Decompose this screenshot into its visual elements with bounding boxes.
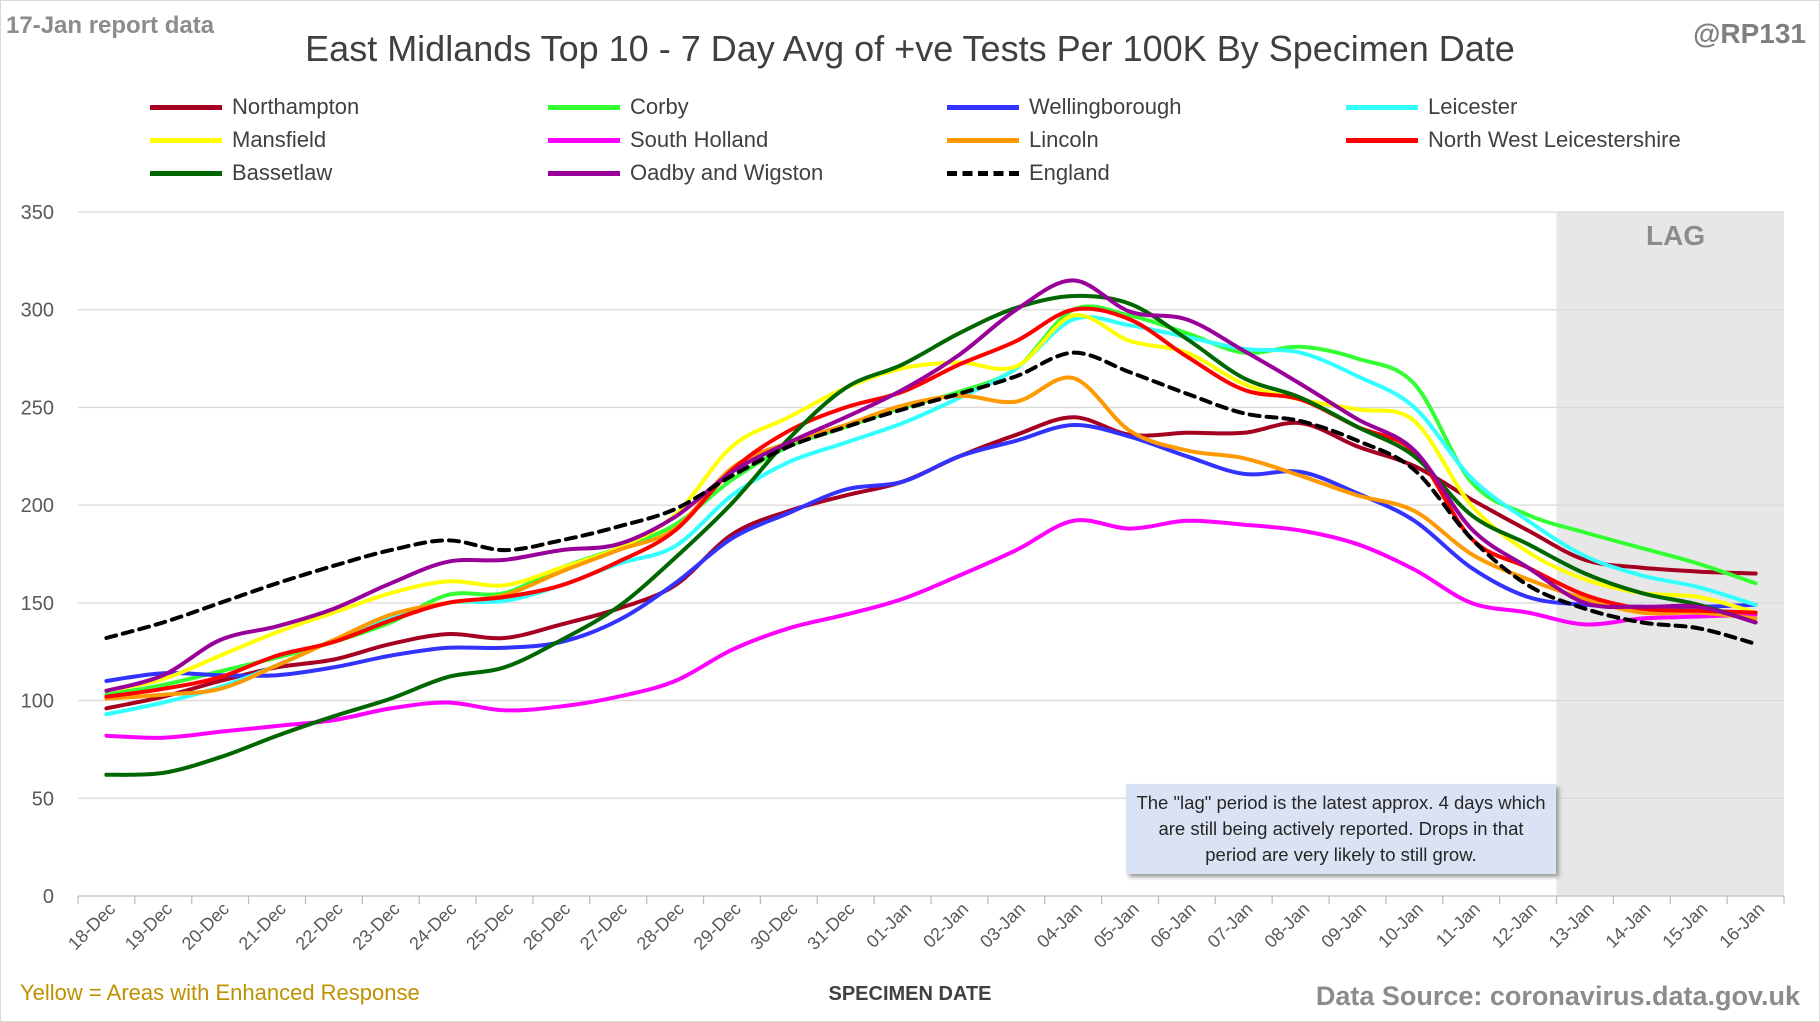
series-line-bassetlaw bbox=[104, 293, 1758, 777]
x-tick-label: 09-Jan bbox=[1317, 899, 1370, 952]
legend-swatch bbox=[1346, 137, 1418, 143]
x-tick-label: 20-Dec bbox=[178, 899, 233, 954]
legend-label: Corby bbox=[630, 94, 689, 119]
x-tick-label: 25-Dec bbox=[462, 899, 517, 954]
y-tick-label: 350 bbox=[21, 202, 54, 224]
x-tick-label: 28-Dec bbox=[633, 899, 688, 954]
chart-title: East Midlands Top 10 - 7 Day Avg of +ve … bbox=[305, 28, 1515, 69]
x-tick-label: 23-Dec bbox=[348, 899, 403, 954]
enhanced-response-note: Yellow = Areas with Enhanced Response bbox=[20, 980, 420, 1005]
author-handle: @RP131 bbox=[1693, 18, 1806, 49]
lag-note: The "lag" period is the latest approx. 4… bbox=[1126, 784, 1556, 874]
legend-label: England bbox=[1029, 160, 1110, 185]
legend-swatch bbox=[548, 170, 620, 176]
legend-item-south-holland: South Holland bbox=[548, 127, 768, 153]
series-line-north-west-leicestershire bbox=[104, 306, 1758, 699]
series-line-wellingborough bbox=[104, 422, 1758, 683]
x-tick-label: 13-Jan bbox=[1545, 899, 1598, 952]
x-tick-label: 04-Jan bbox=[1033, 899, 1086, 952]
x-tick-label: 10-Jan bbox=[1374, 899, 1427, 952]
legend-label: Mansfield bbox=[232, 127, 327, 152]
legend-swatch bbox=[947, 137, 1019, 143]
x-tick-label: 31-Dec bbox=[803, 899, 858, 954]
x-tick-label: 02-Jan bbox=[919, 899, 972, 952]
legend-label: North West Leicestershire bbox=[1428, 127, 1681, 152]
x-tick-label: 29-Dec bbox=[690, 899, 745, 954]
legend-item-north-west-leicestershire: North West Leicestershire bbox=[1346, 127, 1681, 153]
x-tick-label: 05-Jan bbox=[1090, 899, 1143, 952]
legend-swatch bbox=[548, 137, 620, 143]
x-tick-label: 14-Jan bbox=[1602, 899, 1655, 952]
legend-label: Lincoln bbox=[1029, 127, 1099, 152]
y-tick-label: 0 bbox=[43, 886, 54, 908]
x-tick-label: 22-Dec bbox=[292, 899, 347, 954]
legend-label: Leicester bbox=[1428, 94, 1518, 119]
x-tick-label: 19-Dec bbox=[121, 899, 176, 954]
y-tick-label: 50 bbox=[32, 788, 54, 810]
legend-item-northampton: Northampton bbox=[150, 94, 359, 120]
x-tick-label: 26-Dec bbox=[519, 899, 574, 954]
y-tick-label: 250 bbox=[21, 397, 54, 419]
x-tick-label: 18-Dec bbox=[64, 899, 119, 954]
legend-label: Northampton bbox=[232, 94, 360, 119]
legend-item-bassetlaw: Bassetlaw bbox=[150, 160, 332, 186]
series-line-england bbox=[104, 350, 1758, 646]
y-tick-label: 300 bbox=[21, 300, 54, 322]
x-axis-title: SPECIMEN DATE bbox=[828, 983, 992, 1005]
legend-swatch bbox=[150, 104, 222, 110]
legend-swatch bbox=[947, 104, 1019, 110]
legend-swatch bbox=[150, 170, 222, 176]
series-line-oadby-and-wigston bbox=[104, 278, 1758, 693]
legend-swatch bbox=[947, 170, 1019, 176]
series-line-south-holland bbox=[104, 518, 1758, 740]
legend-swatch bbox=[150, 137, 222, 143]
legend-item-mansfield: Mansfield bbox=[150, 127, 326, 153]
x-tick-label: 08-Jan bbox=[1260, 899, 1313, 952]
x-tick-label: 27-Dec bbox=[576, 899, 631, 954]
legend-item-leicester: Leicester bbox=[1346, 94, 1517, 120]
x-tick-label: 01-Jan bbox=[862, 899, 915, 952]
x-tick-label: 07-Jan bbox=[1204, 899, 1257, 952]
x-tick-label: 06-Jan bbox=[1147, 899, 1200, 952]
legend-label: Wellingborough bbox=[1029, 94, 1182, 119]
y-tick-label: 150 bbox=[21, 593, 54, 615]
legend-label: Oadby and Wigston bbox=[630, 160, 824, 185]
legend-swatch bbox=[548, 104, 620, 110]
legend-item-corby: Corby bbox=[548, 94, 689, 120]
report-date-label: 17-Jan report data bbox=[6, 12, 215, 39]
data-source: Data Source: coronavirus.data.gov.uk bbox=[1315, 981, 1800, 1011]
legend-label: South Holland bbox=[630, 127, 769, 152]
x-tick-label: 24-Dec bbox=[405, 899, 460, 954]
legend-swatch bbox=[1346, 104, 1418, 110]
x-tick-label: 03-Jan bbox=[976, 899, 1029, 952]
legend-item-oadby-and-wigston: Oadby and Wigston bbox=[548, 160, 823, 186]
legend-item-england: England bbox=[947, 160, 1110, 186]
legend-item-wellingborough: Wellingborough bbox=[947, 94, 1181, 120]
x-tick-label: 11-Jan bbox=[1432, 899, 1484, 951]
legend-label: Bassetlaw bbox=[232, 160, 333, 185]
x-tick-label: 30-Dec bbox=[746, 899, 801, 954]
x-tick-label: 16-Jan bbox=[1715, 899, 1768, 952]
x-tick-label: 21-Dec bbox=[235, 899, 290, 954]
legend-item-lincoln: Lincoln bbox=[947, 127, 1099, 153]
x-tick-label: 12-Jan bbox=[1488, 899, 1541, 952]
y-tick-label: 200 bbox=[21, 495, 54, 517]
y-tick-label: 100 bbox=[21, 691, 54, 713]
lag-label: LAG bbox=[1646, 220, 1706, 251]
x-tick-label: 15-Jan bbox=[1658, 899, 1711, 952]
